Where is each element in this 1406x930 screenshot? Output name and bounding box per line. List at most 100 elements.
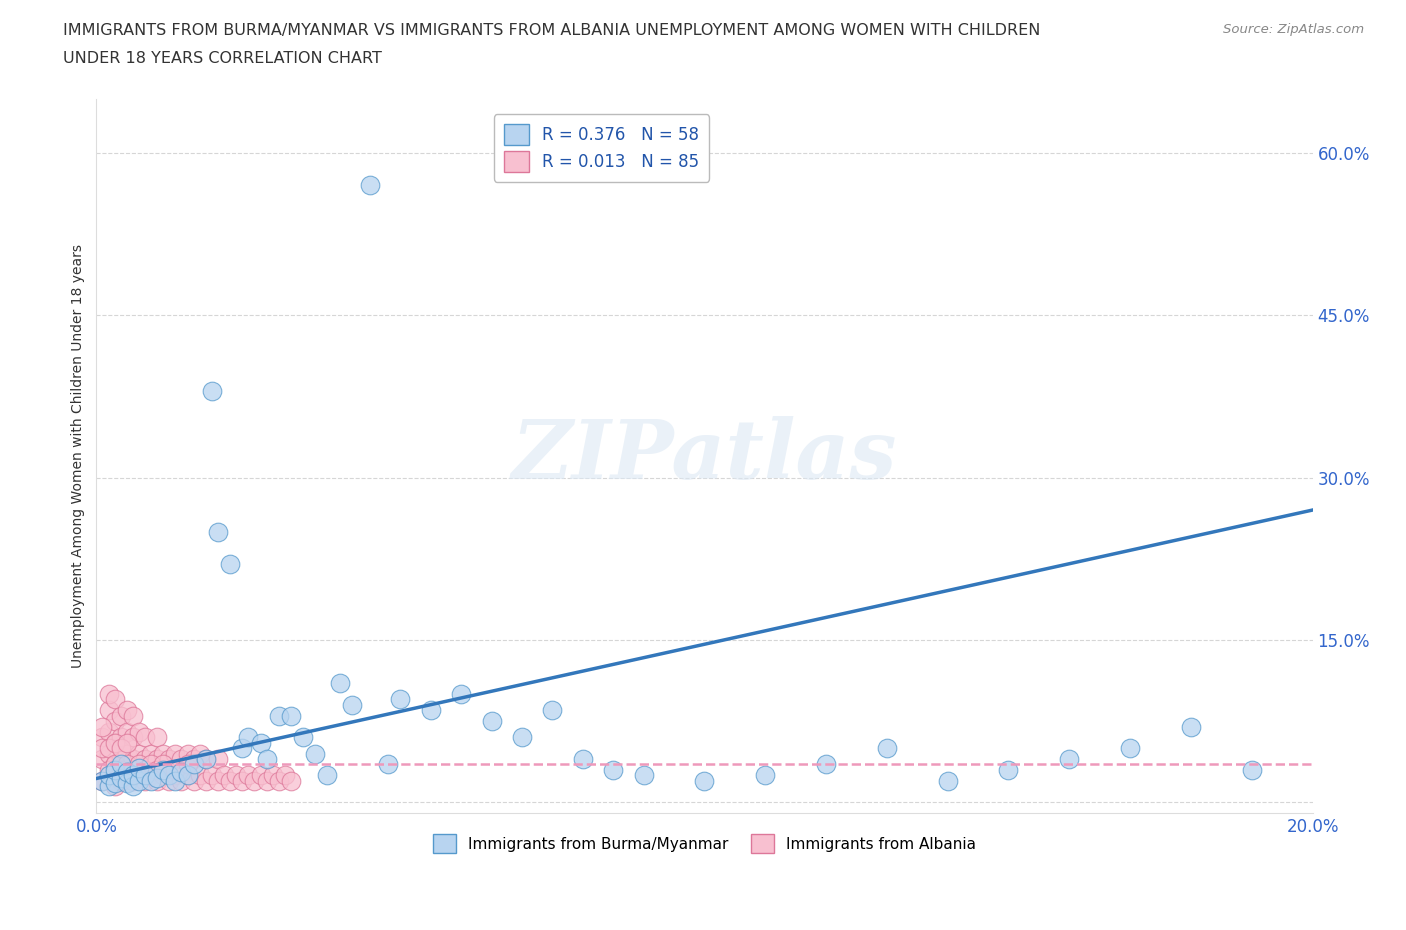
Point: [256, 773, 278, 788]
Point: [110, 751, 132, 766]
Point: [329, 676, 352, 691]
Point: [201, 768, 224, 783]
Point: [110, 757, 132, 772]
Point: [121, 768, 143, 783]
Point: [316, 768, 339, 783]
Point: [139, 746, 162, 761]
Point: [602, 763, 624, 777]
Point: [170, 764, 193, 779]
Point: [377, 757, 399, 772]
Point: [274, 768, 297, 783]
Point: [104, 713, 127, 728]
Point: [231, 740, 253, 755]
Point: [97, 763, 120, 777]
Point: [754, 768, 776, 783]
Point: [693, 773, 716, 788]
Point: [207, 525, 229, 539]
Point: [876, 740, 898, 755]
Point: [194, 773, 217, 788]
Point: [633, 768, 655, 783]
Point: [170, 751, 193, 766]
Point: [128, 760, 150, 775]
Point: [152, 746, 174, 761]
Point: [110, 740, 132, 755]
Point: [146, 763, 169, 777]
Point: [541, 703, 564, 718]
Point: [262, 768, 284, 783]
Point: [110, 773, 132, 788]
Point: [97, 740, 120, 755]
Point: [304, 746, 326, 761]
Point: [139, 757, 162, 772]
Point: [183, 751, 205, 766]
Point: [91, 773, 114, 788]
Point: [176, 768, 198, 783]
Point: [115, 776, 138, 790]
Point: [134, 773, 156, 788]
Point: [115, 746, 138, 761]
Point: [936, 773, 959, 788]
Point: [104, 736, 127, 751]
Point: [104, 757, 127, 772]
Text: UNDER 18 YEARS CORRELATION CHART: UNDER 18 YEARS CORRELATION CHART: [63, 51, 382, 66]
Point: [97, 746, 120, 761]
Point: [115, 724, 138, 739]
Point: [815, 757, 838, 772]
Point: [481, 713, 503, 728]
Point: [139, 768, 162, 783]
Legend: Immigrants from Burma/Myanmar, Immigrants from Albania: Immigrants from Burma/Myanmar, Immigrant…: [426, 829, 983, 859]
Point: [176, 746, 198, 761]
Point: [231, 773, 253, 788]
Point: [510, 730, 533, 745]
Point: [1180, 719, 1202, 734]
Point: [201, 383, 224, 398]
Point: [146, 773, 169, 788]
Point: [267, 709, 290, 724]
Point: [128, 757, 150, 772]
Point: [104, 757, 127, 772]
Point: [110, 763, 132, 777]
Point: [243, 773, 266, 788]
Point: [152, 768, 174, 783]
Point: [115, 757, 138, 772]
Point: [157, 768, 180, 783]
Point: [1119, 740, 1142, 755]
Point: [165, 763, 187, 777]
Y-axis label: Unemployment Among Women with Children Under 18 years: Unemployment Among Women with Children U…: [72, 244, 86, 668]
Point: [359, 178, 381, 193]
Point: [134, 751, 156, 766]
Point: [121, 730, 143, 745]
Point: [128, 724, 150, 739]
Point: [91, 740, 114, 755]
Point: [219, 557, 242, 572]
Point: [997, 763, 1019, 777]
Point: [97, 686, 120, 701]
Point: [115, 768, 138, 783]
Point: [212, 768, 235, 783]
Point: [183, 757, 205, 772]
Point: [104, 763, 127, 777]
Text: IMMIGRANTS FROM BURMA/MYANMAR VS IMMIGRANTS FROM ALBANIA UNEMPLOYMENT AMONG WOME: IMMIGRANTS FROM BURMA/MYANMAR VS IMMIGRA…: [63, 23, 1040, 38]
Point: [165, 773, 187, 788]
Point: [219, 773, 242, 788]
Point: [572, 751, 595, 766]
Point: [165, 768, 187, 783]
Point: [238, 768, 260, 783]
Point: [115, 703, 138, 718]
Point: [165, 746, 187, 761]
Point: [152, 763, 174, 777]
Point: [183, 773, 205, 788]
Point: [91, 773, 114, 788]
Point: [225, 768, 247, 783]
Point: [110, 709, 132, 724]
Point: [267, 773, 290, 788]
Text: Source: ZipAtlas.com: Source: ZipAtlas.com: [1223, 23, 1364, 36]
Point: [256, 751, 278, 766]
Point: [157, 773, 180, 788]
Point: [110, 730, 132, 745]
Point: [134, 730, 156, 745]
Point: [450, 686, 472, 701]
Point: [97, 768, 120, 783]
Point: [110, 771, 132, 786]
Point: [115, 736, 138, 751]
